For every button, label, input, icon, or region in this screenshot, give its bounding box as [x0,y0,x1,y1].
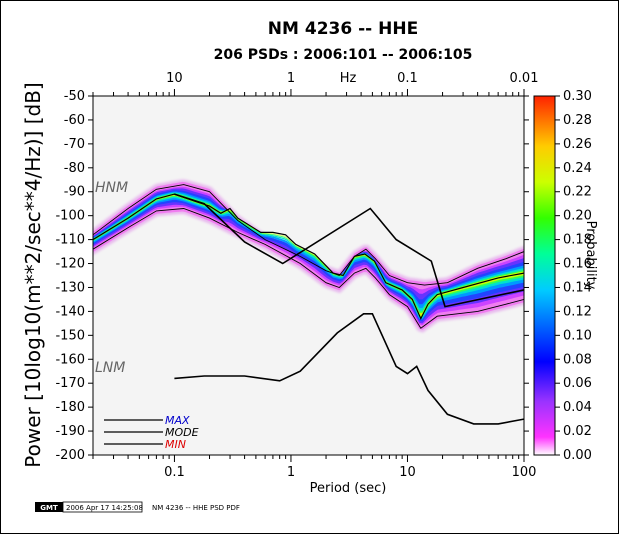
y-tick-label: -150 [55,328,85,343]
gmt-logo [35,502,63,512]
colorbar-tick-label: 0.04 [563,400,592,415]
pdf-band-4 [93,191,524,320]
y-axis-label: Power [10log10(m**2/sec**4/Hz)] [dB] [21,82,45,467]
colorbar-axis: 0.30 0.28 0.26 0.24 0.22 0.20 0.18 0.16 0.14 0.12… [555,89,592,463]
footer-timestamp: 2006 Apr 17 14:25:08 [66,504,143,512]
y-tick-label: -140 [55,304,85,319]
colorbar-tick-label: 0.24 [563,161,592,176]
y-tick-label: -180 [55,400,85,415]
gmt-logo-text: GMT [40,504,58,512]
colorbar-tick-label: 0.18 [563,233,592,248]
line-min [93,208,524,329]
legend-min-label: MIN [165,438,186,451]
colorbar-tick-label: 0.20 [563,209,592,224]
legend-max-label: MAX [165,414,190,427]
colorbar-tick-label: 0.06 [563,376,592,391]
x-axis: 0.1 1 10 100 [92,89,537,480]
plot-frame [92,95,525,456]
y-tick-label: -80 [64,161,85,176]
y-axis: -50 -60 -70 -80 -90 -100 -110 -120 -130 -140 -150 -… [55,89,529,463]
y-tick-label: -130 [55,280,85,295]
top-tick-label: 0.1 [397,71,418,86]
line-max [93,184,524,286]
legend: MAX MODE MIN [104,414,199,451]
colorbar-tick-label: 0.10 [563,328,592,343]
timestamp-box [62,501,143,513]
y-tick-label: -70 [64,137,85,152]
colorbar-tick-label: 0.12 [563,304,592,319]
colorbar-tick-label: 0.14 [563,280,592,295]
line-lnm [174,313,524,425]
colorbar-label: Probability [583,221,598,290]
y-tick-label: -170 [55,376,85,391]
y-tick-label: -110 [55,233,85,248]
colorbar-tick-label: 0.02 [563,424,592,439]
y-tick-label: -50 [64,89,85,104]
top-axis-label: Hz [340,71,357,86]
colorbar-tick-label: 0.08 [563,352,592,367]
x-tick-label: 10 [399,465,416,480]
x-tick-label: 1 [287,465,295,480]
y-tick-label: -60 [64,113,85,128]
y-tick-label: -200 [55,448,85,463]
y-tick-label: -120 [55,257,85,272]
y-tick-label: -160 [55,352,85,367]
chart-subtitle: 206 PSDs : 2006:101 -- 2006:105 [214,47,473,63]
top-axis: 10 1 0.1 0.01 [166,71,538,86]
colorbar-tick-label: 0.16 [563,257,592,272]
x-tick-label: 0.1 [164,465,185,480]
y-tick-label: -90 [64,185,85,200]
chart-title: NM 4236 -- HHE [268,19,418,39]
pdf-band-1 [93,186,524,326]
line-hnm [174,193,524,308]
pdf-lines [93,184,524,425]
lnm-label: LNM [95,360,125,376]
footer-caption: NM 4236 -- HHE PSD PDF [152,504,240,512]
hnm-label: HNM [95,180,128,196]
top-tick-label: 1 [287,71,295,86]
line-mode [93,193,524,321]
y-tick-label: -100 [55,209,85,224]
top-tick-label: 10 [166,71,183,86]
legend-mode-label: MODE [165,426,199,439]
colorbar-tick-label: 0.30 [563,89,592,104]
top-tick-label: 0.01 [510,71,539,86]
y-tick-label: -190 [55,424,85,439]
colorbar-tick-label: 0.28 [563,113,592,128]
x-tick-label: 100 [512,465,537,480]
x-axis-label: Period (sec) [310,481,387,496]
colorbar-tick-label: 0.00 [563,448,592,463]
colorbar [533,95,556,456]
colorbar-tick-label: 0.26 [563,137,592,152]
colorbar-tick-label: 0.22 [563,185,592,200]
